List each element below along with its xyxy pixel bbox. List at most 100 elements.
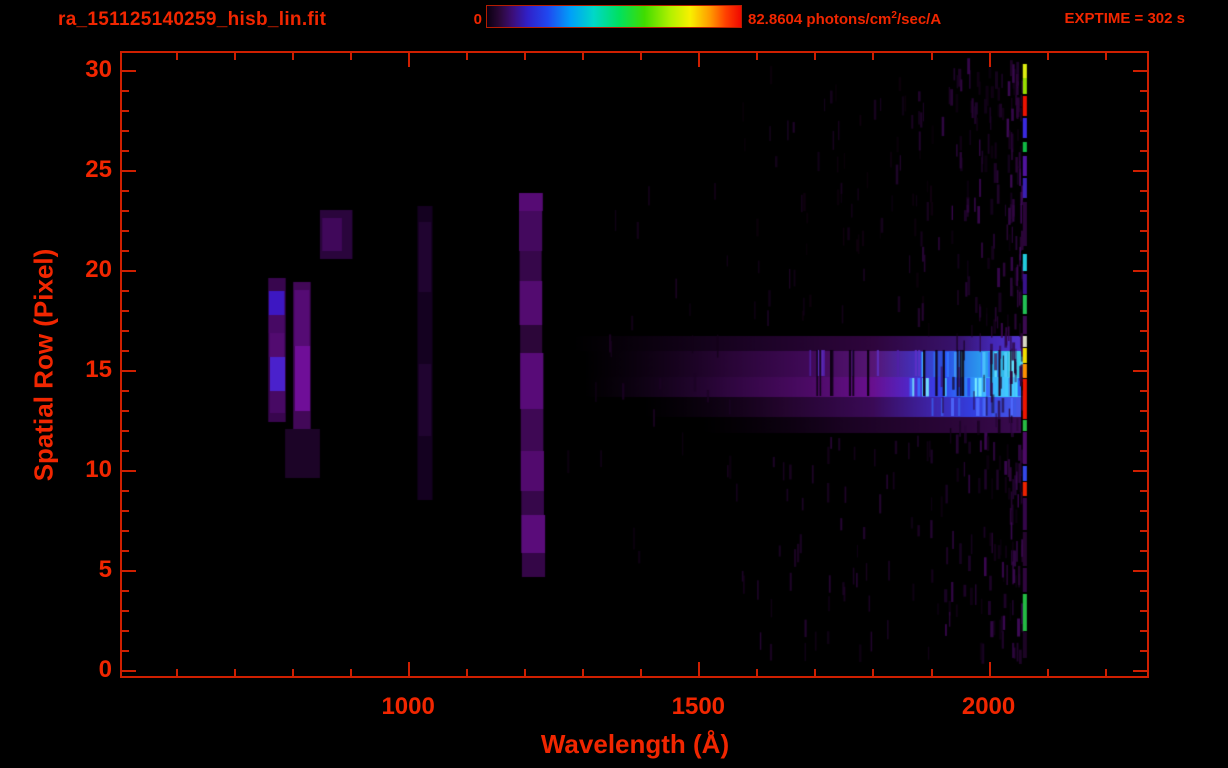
axis-tick	[872, 669, 875, 676]
axis-tick	[122, 410, 129, 412]
axis-tick	[1140, 630, 1147, 632]
axis-tick	[1140, 610, 1147, 612]
axis-tick	[524, 53, 527, 60]
axis-tick	[408, 662, 411, 676]
axis-tick	[122, 590, 129, 592]
exptime-label: EXPTIME = 302 s	[1064, 10, 1185, 27]
axis-tick	[466, 669, 469, 676]
axis-tick	[1133, 70, 1147, 72]
axis-tick	[122, 610, 129, 612]
spectral-image	[122, 53, 1147, 676]
y-tick-label: 30	[85, 56, 112, 83]
colorbar-unit-sup: 2	[891, 10, 897, 21]
axis-tick	[640, 53, 643, 60]
colorbar-min-label: 0	[473, 11, 482, 28]
axis-tick	[1140, 650, 1147, 652]
x-tick-label: 1000	[381, 693, 435, 720]
axis-tick	[1140, 350, 1147, 352]
axis-tick	[350, 53, 353, 60]
axis-tick	[408, 53, 411, 67]
axis-tick	[1140, 390, 1147, 392]
axis-tick	[1140, 330, 1147, 332]
axis-tick	[122, 90, 129, 92]
axis-tick	[1140, 510, 1147, 512]
axis-tick	[122, 130, 129, 132]
axis-tick	[1140, 130, 1147, 132]
axis-tick	[1140, 490, 1147, 492]
axis-tick	[988, 662, 991, 676]
axis-tick	[122, 230, 129, 232]
axis-tick	[988, 53, 991, 67]
axis-tick	[175, 53, 178, 60]
axis-tick	[1140, 410, 1147, 412]
colorbar-max-label: 82.8604 photons/cm2/sec/A	[748, 10, 941, 28]
axis-tick	[122, 450, 129, 452]
axis-tick	[1133, 270, 1147, 272]
axis-tick	[640, 669, 643, 676]
axis-tick	[582, 53, 585, 60]
axis-tick	[1140, 90, 1147, 92]
file-name-title: ra_151125140259_hisb_lin.fit	[58, 9, 327, 30]
axis-tick	[814, 669, 817, 676]
axis-tick	[698, 662, 701, 676]
axis-tick	[1140, 230, 1147, 232]
y-axis-title: Spatial Row (Pixel)	[28, 248, 59, 482]
axis-tick	[1140, 590, 1147, 592]
axis-tick	[466, 53, 469, 60]
axis-tick	[122, 550, 129, 552]
axis-tick	[1140, 150, 1147, 152]
axis-tick	[930, 53, 933, 60]
axis-tick	[122, 430, 129, 432]
axis-tick	[1104, 53, 1107, 60]
axis-tick	[122, 210, 129, 212]
axis-tick	[1133, 470, 1147, 472]
axis-tick	[930, 669, 933, 676]
axis-tick	[122, 530, 129, 532]
colorbar	[486, 5, 742, 28]
colorbar-max-value: 82.8604	[748, 11, 803, 28]
axis-tick	[292, 53, 295, 60]
axis-tick	[122, 70, 136, 72]
y-tick-label: 25	[85, 156, 112, 183]
axis-tick	[1140, 210, 1147, 212]
axis-tick	[1046, 669, 1049, 676]
axis-tick	[122, 110, 129, 112]
axis-tick	[122, 270, 136, 272]
axis-tick	[122, 670, 136, 672]
axis-tick	[814, 53, 817, 60]
y-tick-label: 5	[98, 556, 112, 583]
axis-tick	[122, 630, 129, 632]
axis-tick	[122, 490, 129, 492]
axis-tick	[524, 669, 527, 676]
axis-tick	[1140, 290, 1147, 292]
axis-tick	[872, 53, 875, 60]
axis-tick	[122, 650, 129, 652]
axis-tick	[292, 669, 295, 676]
axis-tick	[1140, 450, 1147, 452]
axis-tick	[122, 370, 136, 372]
axis-tick	[122, 570, 136, 572]
axis-tick	[122, 250, 129, 252]
axis-tick	[122, 310, 129, 312]
colorbar-unit-prefix: photons/cm	[802, 11, 892, 28]
axis-tick	[1140, 430, 1147, 432]
y-tick-label: 20	[85, 256, 112, 283]
y-tick-label: 10	[85, 456, 112, 483]
axis-tick	[1140, 310, 1147, 312]
axis-tick	[1133, 170, 1147, 172]
axis-tick	[582, 669, 585, 676]
plot-frame: 1000 1500 2000 0 5 10 15 20 25 30	[85, 51, 1149, 720]
axis-tick	[122, 510, 129, 512]
y-tick-label: 0	[98, 656, 112, 683]
axis-tick	[756, 669, 759, 676]
axis-tick	[122, 170, 136, 172]
axis-tick	[1140, 530, 1147, 532]
colorbar-unit-suffix: /sec/A	[896, 11, 942, 28]
axis-tick	[1133, 370, 1147, 372]
axis-tick	[234, 669, 237, 676]
axis-tick	[122, 390, 129, 392]
axis-tick	[1140, 550, 1147, 552]
axis-tick	[1140, 190, 1147, 192]
x-tick-label: 1500	[671, 693, 726, 720]
